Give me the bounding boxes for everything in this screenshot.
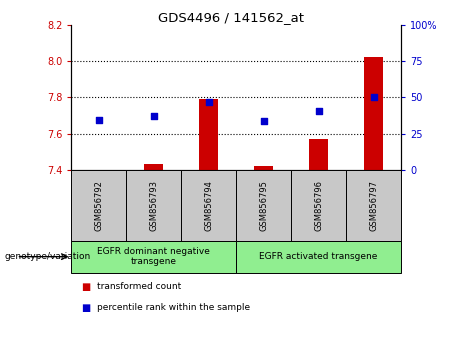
Text: GSM856796: GSM856796	[314, 180, 323, 231]
Text: ■: ■	[81, 303, 90, 313]
Text: genotype/variation: genotype/variation	[5, 252, 91, 261]
Text: GDS4496 / 141562_at: GDS4496 / 141562_at	[158, 11, 303, 24]
Bar	[181, 170, 236, 241]
Text: GSM856797: GSM856797	[369, 180, 378, 231]
Bar	[199, 99, 219, 170]
Bar	[236, 241, 401, 273]
Bar	[309, 139, 328, 170]
Bar	[71, 241, 236, 273]
Text: transformed count: transformed count	[97, 282, 181, 291]
Text: ■: ■	[81, 282, 90, 292]
Bar	[144, 164, 164, 170]
Point	[260, 118, 267, 124]
Bar	[254, 166, 273, 170]
Text: GSM856793: GSM856793	[149, 180, 159, 231]
Bar	[364, 57, 383, 170]
Point	[205, 99, 213, 105]
Bar	[291, 170, 346, 241]
Point	[95, 117, 103, 123]
Text: GSM856794: GSM856794	[204, 180, 213, 231]
Text: GSM856795: GSM856795	[259, 180, 268, 231]
Point	[370, 94, 377, 100]
Text: percentile rank within the sample: percentile rank within the sample	[97, 303, 250, 313]
Bar	[346, 170, 401, 241]
Bar	[71, 170, 126, 241]
Text: EGFR activated transgene: EGFR activated transgene	[260, 252, 378, 261]
Bar	[126, 170, 181, 241]
Point	[150, 114, 158, 119]
Text: EGFR dominant negative
transgene: EGFR dominant negative transgene	[97, 247, 210, 266]
Bar	[236, 170, 291, 241]
Point	[315, 108, 322, 113]
Text: GSM856792: GSM856792	[95, 180, 103, 231]
